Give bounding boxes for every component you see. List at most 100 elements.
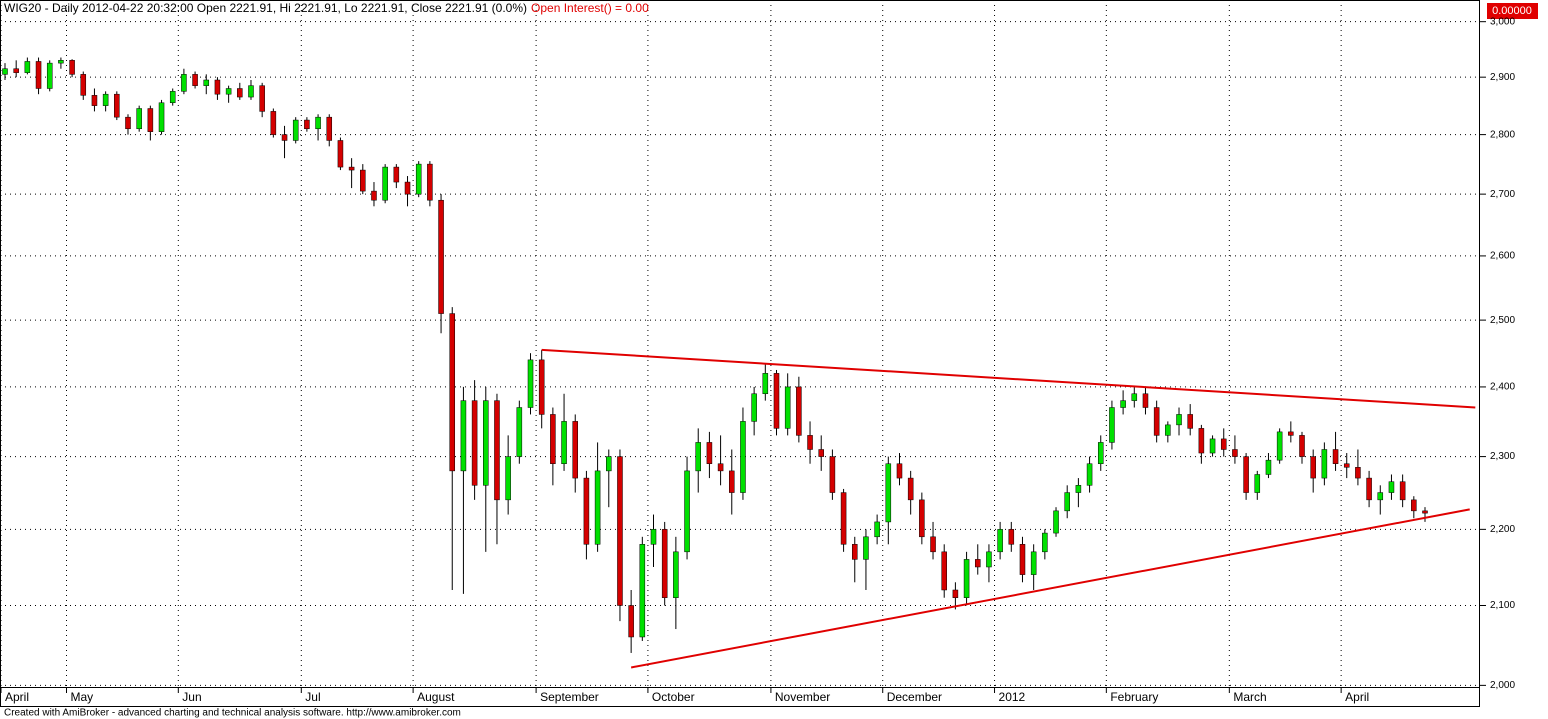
candle-body (1097, 442, 1104, 464)
candle-body (1265, 459, 1272, 475)
candle-body (125, 116, 131, 130)
candle-body (237, 88, 243, 98)
candle-body (840, 492, 847, 545)
candle-body (919, 499, 925, 538)
candle-body (35, 61, 42, 89)
candle-body (46, 62, 53, 89)
x-tick-label: May (70, 690, 93, 704)
y-tick-label: 2,700 (1490, 189, 1515, 200)
candle-body (628, 605, 634, 638)
candle-body (80, 74, 87, 96)
candle-body (1142, 393, 1149, 408)
y-tick-label: 2,600 (1490, 251, 1515, 262)
y-tick-label: 2,800 (1490, 129, 1515, 140)
x-tick-label: Jul (305, 690, 320, 704)
candle-body (471, 400, 478, 486)
candle-body (538, 359, 545, 415)
candle-body (192, 74, 198, 86)
candle-body (1288, 431, 1294, 436)
y-tick-label: 2,200 (1490, 524, 1515, 535)
candle-body (639, 544, 646, 638)
candle-body (997, 529, 1003, 553)
candle-body (24, 61, 31, 73)
chart-subtitle: Open Interest() = 0.00 (531, 1, 649, 15)
candle-body (1355, 467, 1361, 479)
candle-body (974, 559, 981, 568)
candle-body (594, 470, 601, 545)
candle-body (292, 119, 299, 141)
candle-body (1019, 544, 1026, 575)
candle-body (415, 163, 422, 195)
candle-body (2, 68, 8, 75)
x-tick-label: February (1110, 690, 1158, 704)
candle-body (863, 536, 869, 560)
candle-body (1165, 424, 1171, 436)
candle-body (907, 477, 914, 501)
candle-body (1332, 449, 1339, 464)
candle-body (169, 91, 176, 104)
candle-body (1310, 456, 1316, 479)
candle-body (505, 456, 511, 501)
candle-body (885, 463, 892, 523)
candle-body (438, 199, 444, 314)
candle-body (1176, 414, 1182, 426)
candle-body (69, 60, 75, 75)
y-tick-label: 2,300 (1490, 451, 1515, 462)
candle-body (427, 163, 433, 201)
candle-body (684, 470, 690, 553)
candle-body (561, 421, 567, 464)
candle-body (214, 79, 221, 95)
candle-body (248, 85, 254, 98)
candle-body (661, 529, 668, 598)
candle-body (58, 60, 64, 64)
candle-body (13, 68, 19, 73)
candle-body (1343, 463, 1350, 468)
candle-body (930, 536, 936, 553)
candle-body (952, 589, 959, 598)
candle-body (203, 79, 210, 86)
candle-body (1209, 438, 1216, 454)
candle-body (225, 88, 232, 95)
y-tick-label: 2,900 (1490, 72, 1515, 83)
grid (0, 0, 1480, 687)
candle-body (1254, 474, 1261, 493)
candle-body (158, 102, 165, 132)
candle-body (449, 313, 456, 472)
candle-body (773, 373, 780, 429)
x-tick-label: October (652, 690, 695, 704)
candle-body (1366, 477, 1372, 501)
candle-body (1232, 449, 1238, 457)
candle-body (1075, 485, 1082, 493)
candle-body (606, 456, 612, 472)
trend-line (541, 348, 1476, 409)
candle-body (1053, 510, 1059, 534)
candle-body (941, 551, 947, 591)
candle-body (550, 414, 556, 464)
candle-body (315, 116, 321, 130)
candle-body (494, 400, 500, 501)
candle-body (1220, 438, 1227, 450)
x-tick-label: 2012 (999, 690, 1026, 704)
candle-body (270, 111, 277, 135)
x-tick-label: September (540, 690, 599, 704)
candle-body (91, 95, 98, 106)
candle-body (673, 551, 679, 598)
candle-body (326, 116, 333, 141)
candle-body (829, 456, 836, 493)
candle-body (617, 456, 623, 606)
candle-body (963, 559, 970, 598)
candle-body (460, 400, 467, 472)
candle-body (1042, 532, 1048, 553)
candle-body (1388, 481, 1395, 493)
candle-body (751, 393, 757, 422)
candle-body (181, 74, 187, 92)
marks (2, 57, 1476, 669)
candle-body (1243, 456, 1249, 493)
candle-body (851, 544, 858, 560)
candle-body (1411, 499, 1417, 512)
candle-body (371, 190, 377, 201)
candle-body (729, 470, 735, 493)
x-tick-label: March (1233, 690, 1266, 704)
candle-body (1321, 449, 1328, 479)
x-tick-label: Jun (182, 690, 201, 704)
